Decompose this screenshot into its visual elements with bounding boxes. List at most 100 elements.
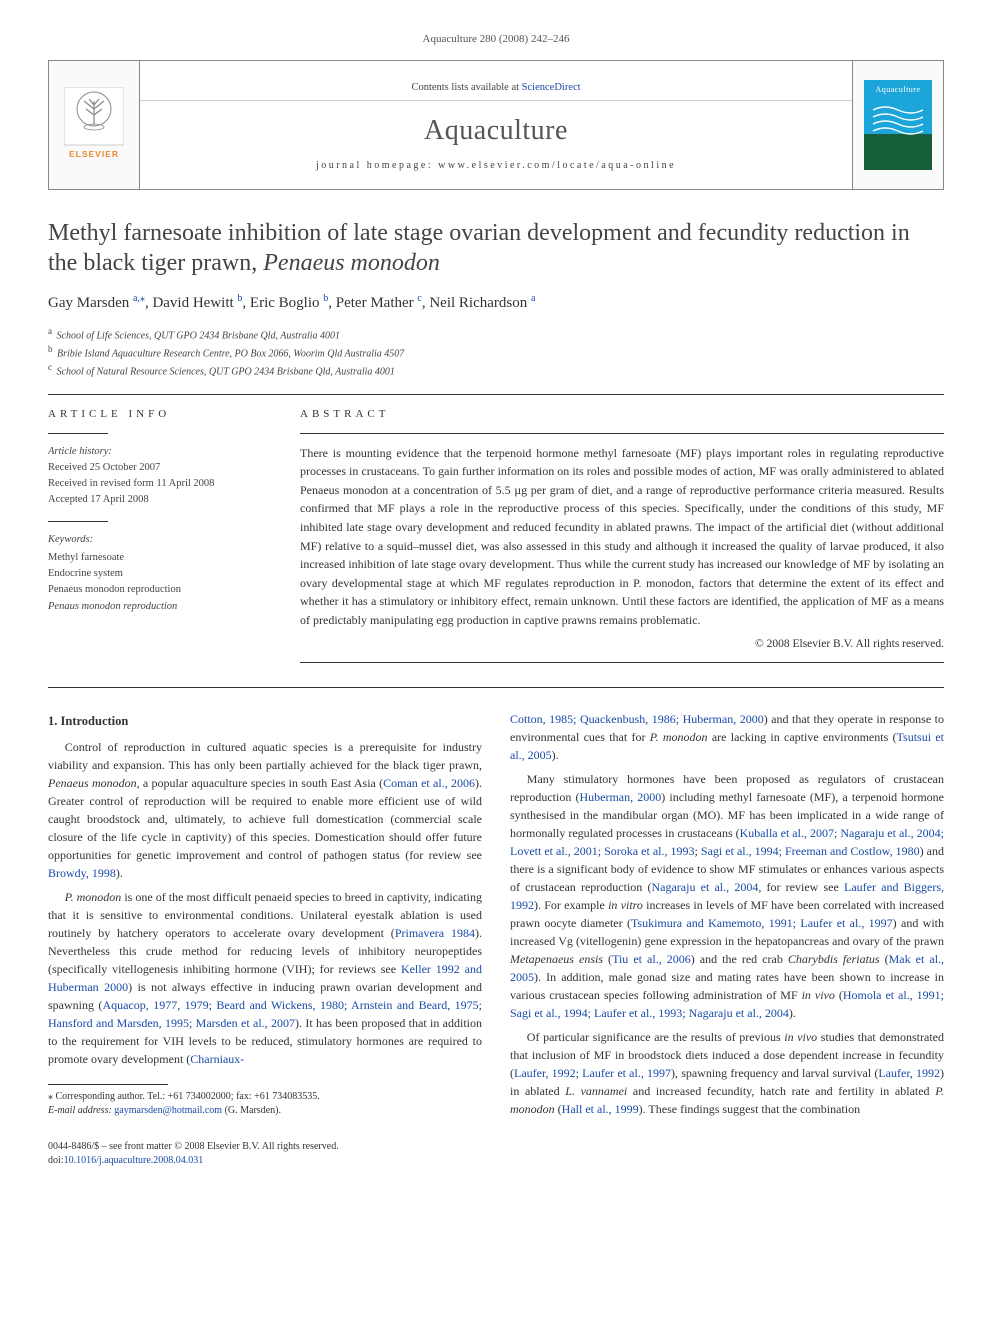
text: ) and the red crab	[691, 952, 788, 966]
keyword: Penaus monodon reproduction	[48, 599, 268, 615]
text: (	[835, 988, 843, 1002]
citation-link[interactable]: Tiu et al., 2006	[612, 952, 691, 966]
keywords-label: Keywords:	[48, 532, 268, 548]
masthead-center: Contents lists available at ScienceDirec…	[139, 61, 853, 189]
citation-link[interactable]: Cotton, 1985; Quackenbush, 1986; Huberma…	[510, 712, 764, 726]
body-paragraph: Many stimulatory hormones have been prop…	[510, 770, 944, 1022]
text: , a popular aquaculture species in south…	[137, 776, 384, 790]
citation-link[interactable]: Coman et al., 2006	[383, 776, 475, 790]
text: ).	[116, 866, 123, 880]
keyword: Endocrine system	[48, 566, 268, 582]
author-name: , Peter Mather	[328, 295, 417, 311]
author-affil-sup: a	[531, 293, 535, 304]
sciencedirect-link[interactable]: ScienceDirect	[522, 82, 581, 93]
keyword: Penaeus monodon reproduction	[48, 582, 268, 598]
author: Gay Marsden a,⁎	[48, 295, 145, 311]
journal-cover-thumb: Aquaculture	[864, 80, 932, 170]
affil-text: Bribie Island Aquaculture Research Centr…	[57, 348, 404, 359]
author-name: , David Hewitt	[145, 295, 237, 311]
citation-link[interactable]: Tsukimura and Kamemoto, 1991; Laufer et …	[631, 916, 893, 930]
svg-text:ELSEVIER: ELSEVIER	[69, 149, 119, 159]
citation-link[interactable]: Hall et al., 1999	[562, 1102, 639, 1116]
email-link[interactable]: gaymarsden@hotmail.com	[114, 1105, 222, 1116]
history-line: Received in revised form 11 April 2008	[48, 476, 268, 492]
text: (	[555, 1102, 562, 1116]
author: , Eric Boglio b	[242, 295, 328, 311]
author-name: Gay Marsden	[48, 295, 133, 311]
page-footer: 0044-8486/$ – see front matter © 2008 El…	[48, 1140, 944, 1168]
cover-title: Aquaculture	[875, 84, 920, 96]
mini-rule	[300, 433, 944, 434]
abstract-copyright: © 2008 Elsevier B.V. All rights reserved…	[300, 636, 944, 653]
abstract-heading: ABSTRACT	[300, 407, 944, 423]
text: (	[603, 952, 612, 966]
doi-prefix: doi:	[48, 1155, 64, 1166]
latin-term: in vivo	[802, 988, 835, 1002]
species-name: Penaeus monodon	[48, 776, 137, 790]
running-head: Aquaculture 280 (2008) 242–246	[48, 32, 944, 48]
body-columns: 1. Introduction Control of reproduction …	[48, 710, 944, 1124]
citation-link[interactable]: Nagaraju et al., 2004	[651, 880, 758, 894]
doi-line: doi:10.1016/j.aquaculture.2008.04.031	[48, 1154, 944, 1168]
contents-list-line: Contents lists available at ScienceDirec…	[140, 76, 852, 100]
footnote-tel-fax: ⁎ Corresponding author. Tel.: +61 734002…	[48, 1090, 482, 1104]
mini-rule	[300, 662, 944, 663]
contents-prefix: Contents lists available at	[411, 82, 521, 93]
journal-cover-box: Aquaculture	[853, 61, 943, 189]
affil-sup: c	[48, 362, 52, 372]
affil-text: School of Natural Resource Sciences, QUT…	[57, 367, 395, 378]
citation-link[interactable]: Laufer, 1992	[878, 1066, 940, 1080]
journal-masthead: ELSEVIER Contents lists available at Sci…	[48, 60, 944, 190]
latin-term: in vivo	[784, 1030, 817, 1044]
author: , David Hewitt b	[145, 295, 242, 311]
rule	[48, 394, 944, 395]
affiliation-list: a School of Life Sciences, QUT GPO 2434 …	[48, 325, 944, 380]
citation-link[interactable]: Browdy, 1998	[48, 866, 116, 880]
info-abstract-row: ARTICLE INFO Article history: Received 2…	[48, 407, 944, 674]
doi-link[interactable]: 10.1016/j.aquaculture.2008.04.031	[64, 1155, 204, 1166]
body-paragraph: P. monodon is one of the most difficult …	[48, 888, 482, 1068]
citation-link[interactable]: Sagi et al., 1994; Freeman and Costlow, …	[701, 844, 920, 858]
footnote-rule	[48, 1084, 168, 1085]
species-name: Charybdis feriatus	[788, 952, 880, 966]
article-info-column: ARTICLE INFO Article history: Received 2…	[48, 407, 268, 674]
latin-term: in vitro	[608, 898, 643, 912]
citation-link[interactable]: Charniaux-	[190, 1052, 244, 1066]
citation-link[interactable]: Laufer, 1992; Laufer et al., 1997	[514, 1066, 671, 1080]
history-label: Article history:	[48, 444, 268, 460]
affiliation: b Bribie Island Aquaculture Research Cen…	[48, 343, 944, 361]
article-info-heading: ARTICLE INFO	[48, 407, 268, 423]
affil-sup: a	[48, 326, 52, 336]
text: ), spawning frequency and larval surviva…	[671, 1066, 878, 1080]
affiliation: c School of Natural Resource Sciences, Q…	[48, 361, 944, 379]
author-name: , Eric Boglio	[242, 295, 323, 311]
text: , for review see	[758, 880, 844, 894]
text: ).	[789, 1006, 796, 1020]
body-paragraph: Of particular significance are the resul…	[510, 1028, 944, 1118]
text: (	[880, 952, 889, 966]
cover-waves-icon	[871, 102, 925, 138]
species-name: Metapenaeus ensis	[510, 952, 603, 966]
keywords-block: Keywords: Methyl farnesoate Endocrine sy…	[48, 532, 268, 615]
article-title: Methyl farnesoate inhibition of late sta…	[48, 218, 944, 278]
author: , Neil Richardson a	[422, 295, 536, 311]
text: Of particular significance are the resul…	[527, 1030, 784, 1044]
citation-link[interactable]: Primavera 1984	[395, 926, 475, 940]
title-species: Penaeus monodon	[263, 250, 440, 276]
author-name: , Neil Richardson	[422, 295, 531, 311]
section-heading-intro: 1. Introduction	[48, 712, 482, 730]
text: ). These findings suggest that the combi…	[639, 1102, 860, 1116]
mini-rule	[48, 433, 108, 434]
affiliation: a School of Life Sciences, QUT GPO 2434 …	[48, 325, 944, 343]
author-list: Gay Marsden a,⁎, David Hewitt b, Eric Bo…	[48, 292, 944, 315]
article-history: Article history: Received 25 October 200…	[48, 444, 268, 509]
species-name: L. vannamei	[565, 1084, 627, 1098]
publisher-logo-box: ELSEVIER	[49, 61, 139, 189]
affil-text: School of Life Sciences, QUT GPO 2434 Br…	[57, 330, 341, 341]
corresponding-footnote: ⁎ Corresponding author. Tel.: +61 734002…	[48, 1090, 482, 1118]
keyword: Methyl farnesoate	[48, 550, 268, 566]
text: and increased fecundity, hatch rate and …	[627, 1084, 935, 1098]
species-name: P. monodon	[65, 890, 122, 904]
text: are lacking in captive environments (	[708, 730, 897, 744]
citation-link[interactable]: Huberman, 2000	[579, 790, 661, 804]
